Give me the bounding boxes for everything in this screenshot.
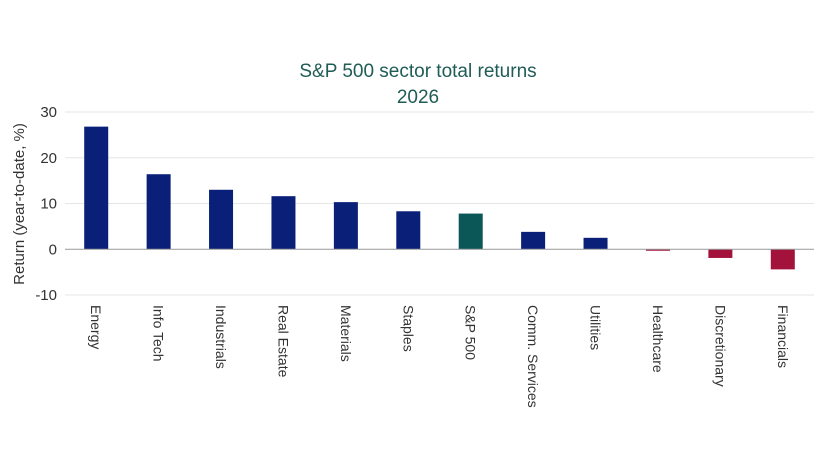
y-tick-label: 20 (40, 150, 57, 167)
bar-s-p-500 (458, 213, 483, 250)
y-tick-label: -10 (35, 287, 57, 304)
x-category-label: Info Tech (151, 305, 167, 362)
y-tick-label: 30 (40, 104, 57, 121)
x-category-label: Financials (775, 305, 791, 368)
x-category-label: Comm. Services (525, 305, 541, 408)
bars (84, 126, 795, 270)
chart-title: S&P 500 sector total returns (299, 61, 536, 82)
x-category-label: Staples (400, 305, 416, 352)
chart-subtitle: 2026 (397, 87, 439, 108)
x-category-label: Utilities (588, 305, 604, 350)
bar-healthcare (645, 249, 670, 251)
x-category-label: Healthcare (650, 305, 666, 373)
bar-utilities (583, 237, 608, 250)
bar-staples (396, 211, 421, 250)
bar-real-estate (271, 196, 296, 250)
x-category-label: Materials (338, 305, 354, 362)
x-category-label: Real Estate (275, 305, 291, 378)
bar-financials (770, 249, 795, 270)
bar-info-tech (146, 174, 171, 250)
y-axis-ticks: 30 20 10 0 -10 (35, 104, 57, 304)
x-category-label: Energy (88, 305, 104, 349)
y-tick-label: 0 (49, 241, 57, 258)
x-category-label: Discretionary (712, 305, 728, 387)
bar-comm-services (521, 231, 546, 250)
y-axis-title: Return (year-to-date, %) (11, 123, 28, 285)
x-axis-labels: Energy Info Tech Industrials Real Estate Mat… (88, 305, 791, 408)
x-category-label: S&P 500 (463, 305, 479, 360)
bar-materials (333, 202, 358, 250)
bar-energy (84, 126, 109, 250)
y-tick-label: 10 (40, 196, 57, 213)
bar-industrials (209, 189, 234, 250)
x-category-label: Industrials (213, 305, 229, 369)
gridlines (65, 111, 814, 296)
bar-discretionary (708, 249, 733, 258)
